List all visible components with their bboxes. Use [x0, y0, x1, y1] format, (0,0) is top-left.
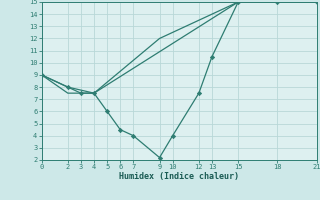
X-axis label: Humidex (Indice chaleur): Humidex (Indice chaleur)	[119, 172, 239, 181]
